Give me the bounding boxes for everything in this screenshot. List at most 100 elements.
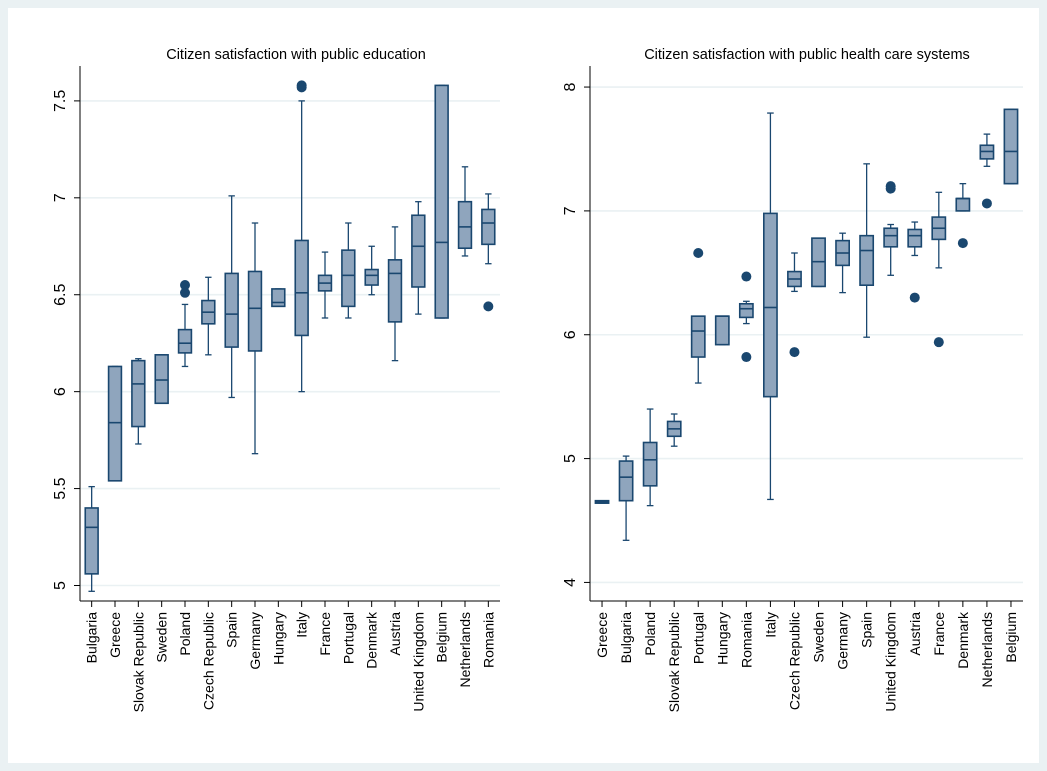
x-tick-label: Netherlands [457,612,473,688]
box-italy [763,112,778,501]
panel-education: Citizen satisfaction with public educati… [52,47,500,712]
box-iqr [714,315,730,346]
x-tick-label: Poland [642,612,658,656]
x-tick-label: United Kingdom [410,612,426,712]
box-sweden [154,354,169,405]
x-tick-label: Netherlands [979,612,995,688]
x-tick-label: France [317,612,333,656]
y-tick-label: 5.5 [52,477,69,499]
box-slovak-republic [666,413,682,447]
x-tick-label: Spain [859,612,875,648]
box-romania [481,193,496,312]
box-slovak-republic [131,358,146,445]
box-poland [642,408,658,507]
box-iqr [642,441,658,487]
outlier-point [957,238,968,249]
box-czech-republic [201,276,216,356]
x-tick-label: Slovak Republic [130,612,146,712]
x-tick-label: Germany [835,612,851,670]
y-tick-label: 6.5 [52,284,69,306]
x-tick-label: Bulgaria [618,612,634,664]
y-tick-label: 6 [562,330,579,339]
x-tick-label: Greece [107,612,123,658]
box-united-kingdom [411,201,426,315]
x-tick-label: United Kingdom [883,612,899,712]
chart-title: Citizen satisfaction with public health … [644,47,970,63]
box-belgium [1003,108,1019,185]
box-iqr [1003,108,1019,185]
box-greece [594,499,610,504]
plot-region [590,66,1023,601]
box-romania [738,271,754,363]
box-hungary [271,288,286,308]
box-iqr [457,200,473,250]
x-tick-label: Austria [907,612,923,656]
box-iqr [154,354,169,405]
box-czech-republic [787,252,802,358]
box-iqr [738,302,754,319]
box-united-kingdom [883,181,899,276]
box-bulgaria [618,455,634,541]
panel-health: Citizen satisfaction with public health … [562,47,1023,712]
box-hungary [714,315,730,346]
box-bulgaria [84,485,99,592]
outlier-point [933,337,944,348]
x-tick-label: Sweden [154,612,170,663]
box-poland [177,280,193,368]
y-tick-label: 6 [52,387,69,396]
box-iqr [481,208,496,246]
x-tick-label: Sweden [811,612,827,663]
box-spain [224,195,239,399]
box-iqr [387,259,403,323]
box-portugal [341,222,356,319]
box-iqr [131,359,146,428]
x-tick-label: Belgium [1003,612,1019,663]
y-tick-label: 7 [52,193,69,202]
box-iqr [763,212,778,398]
x-tick-label: Hungary [714,612,730,665]
x-tick-label: Poland [177,612,193,656]
outlier-point [909,292,920,303]
y-tick-label: 7.5 [52,90,69,112]
x-tick-label: Czech Republic [200,612,216,710]
box-iqr [434,84,449,319]
outlier-point [180,280,190,291]
x-tick-label: Denmark [955,611,971,669]
x-tick-label: Portugal [340,612,356,664]
outlier-point [981,198,992,209]
box-iqr [247,270,263,352]
box-netherlands [457,166,473,257]
x-tick-label: Portugal [690,612,706,664]
box-denmark [955,183,971,249]
outlier-point [180,287,190,298]
x-tick-label: Austria [387,612,403,656]
box-germany [835,232,850,294]
x-tick-label: Hungary [270,612,286,665]
outlier-point [741,352,752,363]
box-austria [907,221,923,303]
x-tick-label: Slovak Republic [666,612,682,712]
outlier-point [741,271,752,282]
box-iqr [224,272,239,348]
outlier-point [789,347,800,358]
box-iqr [294,239,309,337]
box-iqr [107,365,123,482]
box-iqr [411,214,426,288]
outlier-point [296,80,307,91]
x-tick-label: Czech Republic [786,612,802,710]
x-tick-label: Romania [480,612,496,668]
box-germany [247,222,263,455]
y-tick-label: 5 [52,581,69,590]
x-tick-label: Denmark [364,611,380,669]
x-tick-label: Belgium [434,612,450,663]
box-iqr [618,460,634,502]
box-iqr [859,234,875,287]
x-tick-label: France [931,612,947,656]
box-iqr [690,315,706,358]
y-tick-label: 4 [562,578,579,587]
x-tick-label: Germany [247,612,263,670]
y-tick-label: 8 [562,83,579,92]
box-iqr [883,227,899,248]
x-tick-label: Greece [594,612,610,658]
